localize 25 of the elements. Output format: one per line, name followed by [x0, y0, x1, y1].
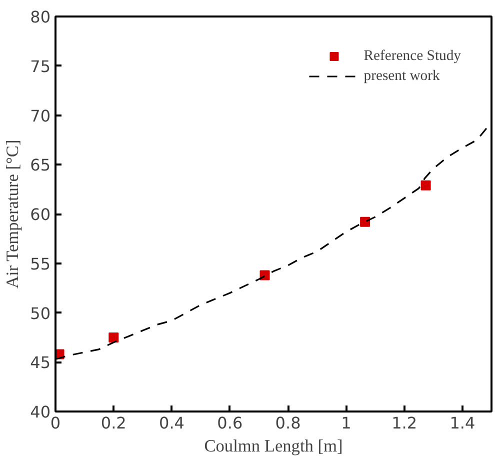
x-tick-label: 0.4: [159, 414, 184, 432]
x-tick-label: 0.8: [275, 414, 301, 432]
x-tick-label: 1.4: [450, 414, 476, 432]
x-tick-label: 1.2: [392, 414, 418, 432]
point: [420, 180, 431, 190]
x-axis-title: Coulmn Length [m]: [204, 436, 343, 456]
x-tick-label: 0.6: [217, 414, 243, 432]
legend-label: present work: [364, 68, 440, 84]
point: [108, 332, 119, 342]
point: [260, 270, 270, 280]
y-tick-label: 75: [30, 56, 50, 76]
point: [360, 216, 370, 227]
y-tick-label: 70: [30, 106, 50, 126]
y-tick-label: 60: [30, 205, 50, 224]
legend-label: Reference Study: [364, 48, 461, 64]
y-tick-label: 45: [30, 353, 50, 372]
y-tick-label: 65: [30, 156, 50, 175]
x-tick-label: 1: [341, 414, 352, 432]
y-tick-label: 50: [30, 304, 50, 323]
y-tick-label: 80: [30, 8, 50, 26]
y-tick-label: 40: [30, 402, 50, 422]
x-tick-label: 0: [50, 414, 61, 432]
y-axis-title: Air Temperature [°C]: [3, 140, 22, 289]
y-tick-label: 55: [30, 254, 50, 274]
x-tick-label: 0.2: [100, 414, 126, 432]
